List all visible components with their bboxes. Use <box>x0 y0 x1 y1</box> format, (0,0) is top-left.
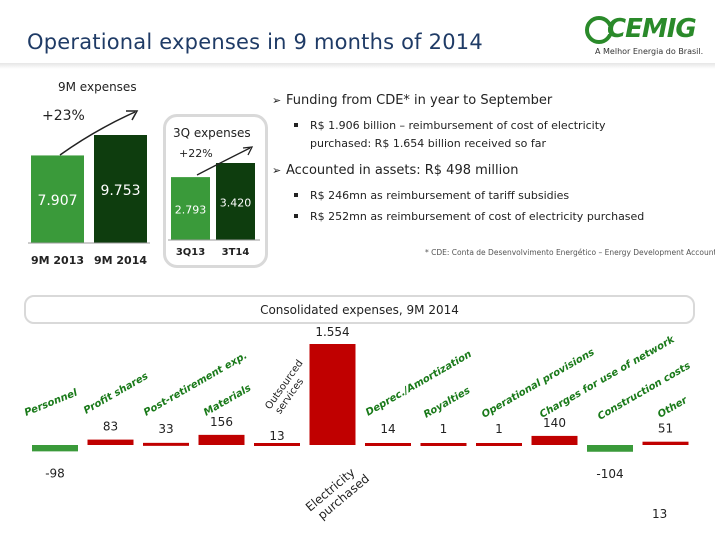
chart-3q-title: 3Q expenses <box>173 126 251 140</box>
section-title: Consolidated expenses, 9M 2014 <box>260 303 459 317</box>
bar-consolidated-value-6: 14 <box>380 422 395 436</box>
footnote: * CDE: Conta de Desenvolvimento Energéti… <box>425 248 715 257</box>
bar-3q-value-0: 2.793 <box>175 204 207 217</box>
bar-consolidated-4 <box>254 443 300 446</box>
bar-9m-0 <box>31 155 84 243</box>
bar-consolidated-value-0: -98 <box>45 466 65 480</box>
bar-consolidated-6 <box>365 443 411 446</box>
bar-consolidated-value-4: 13 <box>269 429 284 443</box>
bullet-arrow-icon: ➢ <box>272 164 282 177</box>
bar-3q-0 <box>171 177 210 240</box>
bar-3q-1 <box>216 163 255 240</box>
growth-arrowhead-9m <box>126 110 139 121</box>
bar-consolidated-category-4: Outsourcedservices <box>263 358 314 418</box>
bar-consolidated-value-3: 156 <box>210 415 233 429</box>
growth-arrow-9m <box>59 111 136 156</box>
bar-consolidated-7 <box>420 443 467 446</box>
title-divider <box>0 63 715 69</box>
bar-consolidated-value-10: -104 <box>596 467 623 481</box>
chart-3q-frame <box>163 114 268 268</box>
bar-consolidated-category-1: Profit shares <box>82 371 150 417</box>
bar-consolidated-5 <box>309 344 356 445</box>
bar-consolidated-category-3: Materials <box>202 383 253 419</box>
bullet-square-icon <box>294 123 298 127</box>
chart-9m-title: 9M expenses <box>58 80 137 94</box>
logo-wordmark: CEMIG <box>607 14 697 44</box>
logo-tagline: A Melhor Energia do Brasil. <box>595 47 704 56</box>
bar-9m-1 <box>94 135 147 243</box>
bar-9m-category-1: 9M 2014 <box>94 254 147 267</box>
annotation-9m-growth: +23% <box>42 108 85 124</box>
page-number: 13 <box>652 507 668 521</box>
bullet-arrow-icon: ➢ <box>272 94 282 107</box>
bar-consolidated-value-1: 83 <box>103 420 118 434</box>
bullet-1-sub-2: purchased: R$ 1.654 billion received so … <box>310 137 546 150</box>
bullet-1: ➢ Funding from CDE* in year to September <box>272 93 553 108</box>
bar-consolidated-value-2: 33 <box>158 422 173 436</box>
bar-consolidated-8 <box>476 443 522 446</box>
bullet-2-sub-2: R$ 252mn as reimbursement of cost of ele… <box>294 210 644 223</box>
bar-consolidated-value-7: 1 <box>440 422 448 436</box>
bar-9m-value-0: 7.907 <box>37 193 77 209</box>
bullet-2-sub-1: R$ 246mn as reimbursement of tariff subs… <box>294 189 569 202</box>
bar-9m-category-0: 9M 2013 <box>31 254 84 267</box>
bar-3q-value-1: 3.420 <box>220 197 252 210</box>
cemig-logo-icon <box>585 16 613 44</box>
page-title: Operational expenses in 9 months of 2014 <box>27 30 483 54</box>
bar-consolidated-11 <box>642 441 689 445</box>
growth-arrow-3q <box>196 147 251 176</box>
bar-3q-category-0: 3Q13 <box>176 247 205 258</box>
bar-consolidated-category-0: Personnel <box>23 387 80 418</box>
bar-consolidated-2 <box>143 442 189 446</box>
bar-consolidated-10 <box>587 445 633 452</box>
bar-consolidated-category-5: Electricitypurchased <box>303 461 372 525</box>
bar-consolidated-category-2: Post-retirement exp. <box>142 350 249 418</box>
bar-consolidated-value-9: 140 <box>543 416 566 430</box>
bar-consolidated-value-8: 1 <box>495 422 503 436</box>
annotation-3q-growth: +22% <box>179 147 213 160</box>
bar-consolidated-category-11: Other <box>656 394 690 420</box>
bar-consolidated-1 <box>87 439 134 445</box>
bullet-square-icon <box>294 193 298 197</box>
bar-consolidated-9 <box>531 435 578 445</box>
bar-consolidated-value-5: 1.554 <box>315 325 349 339</box>
bullet-2: ➢ Accounted in assets: R$ 498 million <box>272 163 519 178</box>
cemig-logo: CEMIG A Melhor Energia do Brasil. <box>585 14 704 64</box>
bar-consolidated-category-6: Deprec./Amortization <box>364 349 474 419</box>
bar-consolidated-category-7: Royalties <box>422 385 472 420</box>
bullet-square-icon <box>294 214 298 218</box>
bar-consolidated-value-11: 51 <box>658 422 673 436</box>
growth-arrowhead-3q <box>242 146 254 156</box>
bar-9m-value-1: 9.753 <box>100 183 140 199</box>
bar-consolidated-3 <box>198 434 245 445</box>
section-header: Consolidated expenses, 9M 2014 <box>24 295 695 324</box>
bar-consolidated-category-8: Operational provisions <box>480 347 597 421</box>
bar-3q-category-1: 3T14 <box>222 247 250 258</box>
bullet-1-sub-1: R$ 1.906 billion – reimbursement of cost… <box>294 119 606 132</box>
bar-consolidated-0 <box>32 445 78 452</box>
